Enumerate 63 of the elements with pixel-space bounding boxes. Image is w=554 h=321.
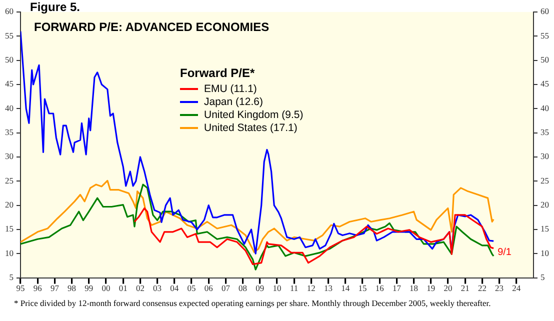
legend-label: United Kingdom (9.5) <box>204 108 304 120</box>
y2-tick-label: 25 <box>540 175 549 186</box>
x-tick-label: 17 <box>392 283 401 294</box>
y-tick-label: 25 <box>5 175 14 186</box>
y-tick-label: 60 <box>5 6 14 16</box>
y-tick-label: 40 <box>5 102 14 113</box>
y-tick-label: 10 <box>5 248 14 258</box>
x-tick-label: 02 <box>136 283 144 294</box>
legend-label: EMU (11.1) <box>204 82 257 94</box>
x-tick-label: 22 <box>478 283 486 294</box>
x-tick-label: 24 <box>512 283 522 294</box>
y2-tick-label: 10 <box>540 248 549 258</box>
y2-tick-label: 60 <box>540 6 549 16</box>
y2-tick-label: 55 <box>540 30 549 40</box>
x-tick-label: 98 <box>68 283 76 294</box>
x-tick-label: 19 <box>426 283 436 294</box>
x-tick-label: 96 <box>33 283 42 294</box>
x-tick-label: 20 <box>444 283 452 294</box>
x-tick-label: 05 <box>187 283 196 294</box>
x-tick-label: 10 <box>272 283 282 294</box>
annotation: 9/1 <box>498 247 512 258</box>
x-tick-label: 04 <box>170 283 180 294</box>
y-tick-label: 15 <box>5 224 14 234</box>
x-tick-label: 95 <box>16 283 25 294</box>
x-tick-label: 21 <box>460 283 470 294</box>
x-tick-label: 01 <box>118 283 128 294</box>
x-tick-label: 97 <box>50 283 59 294</box>
y-tick-label: 20 <box>5 200 14 210</box>
y2-tick-label: 20 <box>540 200 549 210</box>
x-tick-label: 11 <box>290 283 298 294</box>
x-tick-label: 00 <box>102 283 110 294</box>
y-tick-label: 55 <box>5 30 14 40</box>
y2-tick-label: 40 <box>540 102 549 113</box>
x-tick-label: 15 <box>358 283 367 294</box>
legend-title: Forward P/E* <box>180 66 256 80</box>
x-tick-label: 16 <box>375 283 384 294</box>
legend-label: Japan (12.6) <box>204 96 263 108</box>
y-tick-label: 5 <box>9 272 14 282</box>
legend-label: United States (17.1) <box>204 122 298 134</box>
y2-tick-label: 35 <box>540 127 549 138</box>
x-tick-label: 09 <box>256 283 264 294</box>
y-tick-label: 45 <box>5 78 14 89</box>
y-tick-label: 30 <box>5 151 14 162</box>
y-tick-label: 50 <box>5 54 14 65</box>
x-tick-label: 18 <box>410 283 418 294</box>
x-tick-label: 12 <box>306 283 316 294</box>
y2-tick-label: 5 <box>540 272 545 282</box>
text: FORWARD P/E: ADVANCED ECONOMIES <box>34 20 270 34</box>
x-tick-label: 07 <box>221 283 230 294</box>
y2-tick-label: 30 <box>540 151 549 162</box>
chart-title: Figure 5. <box>30 0 80 14</box>
x-tick-label: 13 <box>324 283 333 294</box>
x-tick-label: 08 <box>238 283 248 294</box>
y-tick-label: 35 <box>5 127 14 138</box>
x-tick-label: 99 <box>84 283 94 294</box>
y2-tick-label: 45 <box>540 78 549 89</box>
y2-tick-label: 50 <box>540 54 549 65</box>
x-tick-label: 14 <box>341 283 350 294</box>
x-tick-label: 03 <box>153 283 162 294</box>
x-tick-label: 06 <box>204 283 213 294</box>
text: * Price divided by 12-month forward consensus expected operating earnings per share. Monthly through December 2005, weekly thereafter. <box>14 298 491 308</box>
x-tick-label: 23 <box>495 283 504 294</box>
y2-tick-label: 15 <box>540 224 549 234</box>
